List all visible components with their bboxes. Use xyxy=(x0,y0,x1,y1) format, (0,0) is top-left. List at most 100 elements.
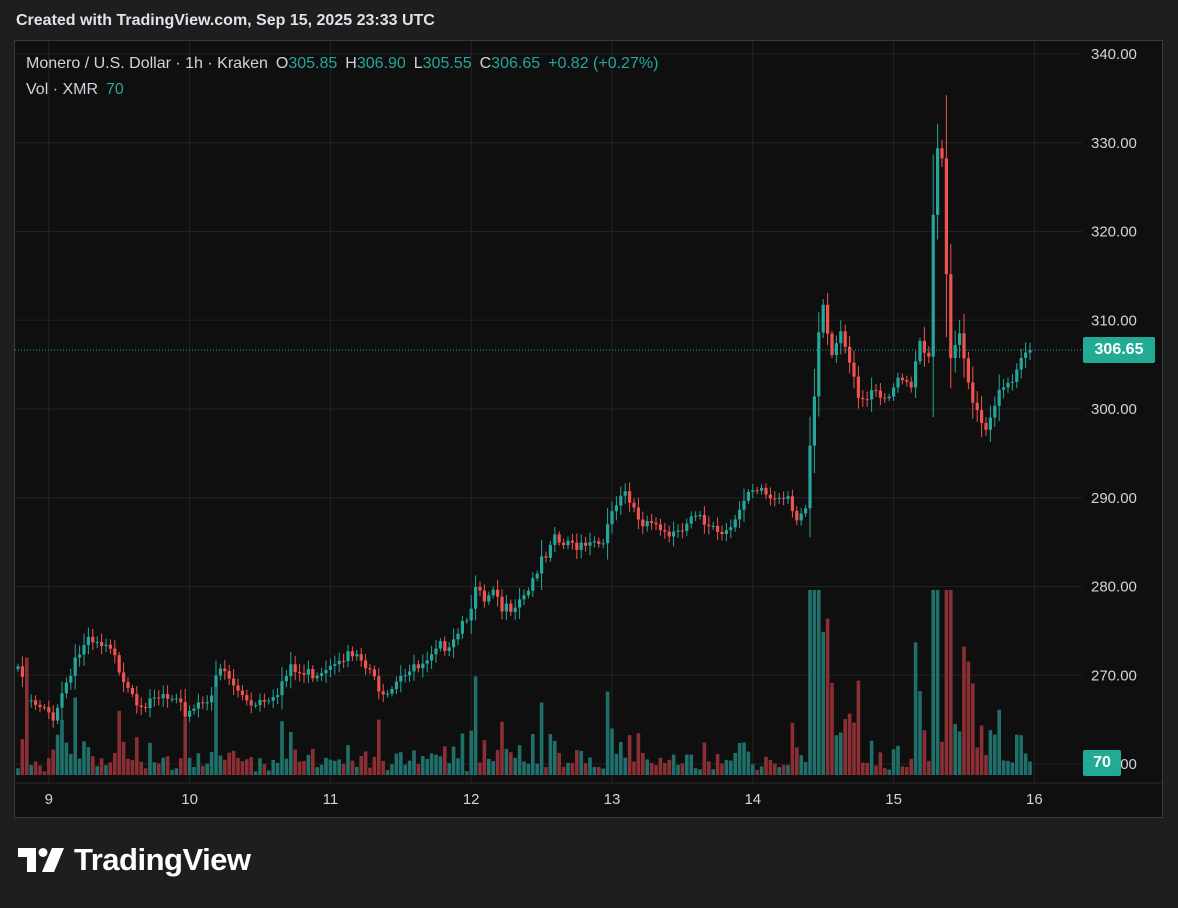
candle-body xyxy=(562,542,566,546)
volume-bar xyxy=(412,750,416,775)
candle-body xyxy=(672,531,676,537)
volume-bar xyxy=(702,742,707,775)
candle-body xyxy=(742,500,746,510)
volume-bar xyxy=(715,754,720,775)
volume-bar xyxy=(966,661,971,775)
candle-body xyxy=(1015,369,1019,382)
candle-body xyxy=(966,358,970,383)
volume-bar xyxy=(623,757,627,775)
volume-bar xyxy=(808,590,812,775)
volume-bar xyxy=(209,752,214,775)
candle-body xyxy=(474,586,478,609)
volume-bar xyxy=(152,762,157,775)
tradingview-logo[interactable]: TradingView xyxy=(18,842,251,878)
candle-body xyxy=(663,530,667,532)
candle-body xyxy=(346,651,350,662)
volume-bar xyxy=(306,754,311,775)
candle-body xyxy=(614,505,618,512)
candle-body xyxy=(258,699,262,706)
y-tick-label: 320.00 xyxy=(1091,224,1137,241)
chart-frame[interactable]: 9 10 11 12 13 14 15 16 340.00 330.00 320.00 310.00 3… xyxy=(14,40,1164,819)
volume-bar xyxy=(825,618,830,775)
volume-bar xyxy=(403,764,407,775)
candlestick-chart[interactable]: 9 10 11 12 13 14 15 16 340.00 330.00 320.00 310.00 3… xyxy=(15,41,1164,819)
candle-body xyxy=(425,660,429,664)
candle-body xyxy=(698,515,702,517)
candle-body xyxy=(531,578,535,591)
candle-body xyxy=(412,664,416,672)
volume-bar xyxy=(434,754,438,775)
volume-bar xyxy=(174,768,179,775)
volume-bar xyxy=(856,680,861,775)
candle-body xyxy=(566,540,570,546)
volume-bar xyxy=(724,760,729,775)
candle-body xyxy=(100,642,104,647)
volume-bar xyxy=(350,760,355,775)
volume-bar xyxy=(179,758,183,775)
candle-body xyxy=(311,668,315,679)
volume-bar xyxy=(421,755,425,775)
volume-bar xyxy=(73,697,77,775)
volume-bar xyxy=(51,749,55,775)
candle-body xyxy=(276,695,280,698)
candle-body xyxy=(254,705,258,707)
candle-body xyxy=(284,676,288,682)
volume-bar xyxy=(641,752,645,775)
candle-body xyxy=(711,525,715,527)
volume-bar xyxy=(275,762,280,775)
volume-bar xyxy=(196,753,201,775)
candle-body xyxy=(782,497,786,499)
candle-body xyxy=(619,495,623,506)
candle-body xyxy=(738,509,742,520)
volume-bar xyxy=(390,764,394,775)
volume-bar xyxy=(803,761,808,775)
volume-bar xyxy=(667,759,671,775)
volume-bar xyxy=(258,758,262,775)
volume-bar xyxy=(319,764,324,775)
candle-body xyxy=(579,542,583,550)
candle-body xyxy=(364,660,368,669)
symbol-label[interactable]: Monero / U.S. Dollar · 1h · Kraken xyxy=(26,55,268,72)
candle-body xyxy=(390,689,394,694)
volume-bar xyxy=(465,771,469,775)
x-tick-label: 11 xyxy=(323,791,339,808)
candle-body xyxy=(381,691,385,695)
candle-body xyxy=(526,590,530,596)
volume-bar xyxy=(223,759,227,775)
volume-bar xyxy=(843,718,847,775)
candle-body xyxy=(227,671,231,679)
candle-body xyxy=(940,148,944,159)
close-value: 306.65 xyxy=(491,55,541,72)
volume-label[interactable]: Vol · XMR xyxy=(26,81,99,98)
volume-bar xyxy=(284,758,289,775)
volume-bar xyxy=(953,724,957,775)
candle-body xyxy=(350,651,354,657)
volume-bar xyxy=(407,760,412,775)
volume-bar xyxy=(663,762,667,775)
y-tick-label: 310.00 xyxy=(1091,312,1137,329)
candle-body xyxy=(606,524,610,544)
candle-body xyxy=(575,542,579,550)
x-tick-label: 9 xyxy=(45,791,53,808)
volume-bar xyxy=(698,769,702,775)
volume-bar xyxy=(619,742,623,775)
candle-body xyxy=(161,694,165,699)
volume-bar xyxy=(165,756,170,775)
volume-bar xyxy=(293,749,297,775)
candle-body xyxy=(113,648,117,656)
candle-body xyxy=(650,521,654,523)
candle-body xyxy=(372,669,376,677)
candle-body xyxy=(949,274,953,359)
candle-body xyxy=(232,678,236,686)
candle-body xyxy=(315,675,319,679)
candle-body xyxy=(843,331,847,347)
volume-bar xyxy=(16,768,20,775)
volume-bar xyxy=(456,758,460,775)
candle-body xyxy=(368,668,372,670)
volume-bar xyxy=(891,749,896,775)
volume-bar xyxy=(865,762,869,775)
candle-body xyxy=(878,390,882,398)
volume-bar xyxy=(531,733,535,775)
volume-bar xyxy=(940,741,944,775)
high-value: 306.90 xyxy=(356,55,406,72)
